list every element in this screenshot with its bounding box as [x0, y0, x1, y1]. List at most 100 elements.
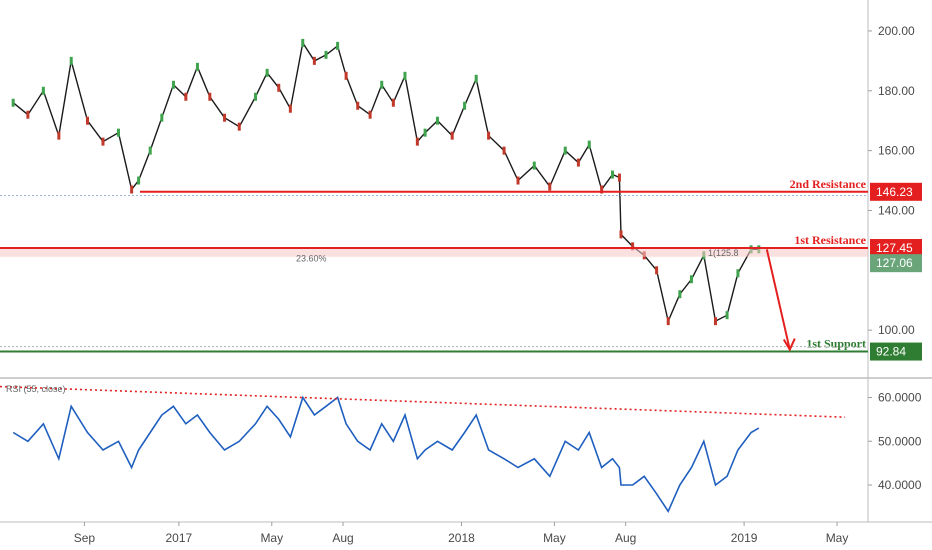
price-candle: [423, 128, 427, 137]
price-candle: [617, 173, 621, 182]
price-candle: [336, 41, 340, 50]
price-series: [11, 38, 761, 326]
rsi-tick-label: 50.0000: [878, 434, 922, 448]
price-candle: [265, 68, 269, 77]
price-candle: [324, 50, 328, 59]
price-candle: [137, 176, 141, 185]
price-candle: [237, 122, 241, 131]
price-candle: [450, 131, 454, 140]
price-candle: [254, 92, 258, 101]
x-tick-label: Aug: [615, 531, 636, 545]
price-candle: [26, 110, 30, 119]
rsi-trendline: [0, 385, 846, 418]
axes-layer: 200.00 180.00 160.00 140.00 100.00 60.0000 50.…: [74, 24, 922, 545]
x-tick-label: May: [826, 531, 849, 545]
level-badge-text: 92.84: [876, 345, 906, 359]
price-candle: [666, 317, 670, 326]
price-candle: [69, 56, 73, 65]
price-candle: [655, 266, 659, 275]
price-candle: [368, 110, 372, 119]
x-tick-label: 2017: [166, 531, 193, 545]
price-candle: [160, 113, 164, 122]
price-candle: [312, 56, 316, 65]
price-candle: [148, 146, 152, 155]
price-candle: [435, 116, 439, 125]
rsi-layer: RSI (55, close): [0, 384, 846, 513]
price-candle: [277, 83, 281, 92]
price-candle: [548, 182, 552, 191]
current-price-text: 127.06: [876, 256, 913, 270]
price-candle: [171, 80, 175, 89]
price-candle: [563, 146, 567, 155]
x-tick-label: May: [543, 531, 566, 545]
x-tick-label: 2018: [448, 531, 475, 545]
level-badge: [870, 342, 922, 361]
level-badge: [870, 238, 922, 257]
price-tick-label: 180.00: [878, 84, 915, 98]
x-tick-label: 2019: [731, 531, 758, 545]
levels-layer: 2nd Resistance 146.23 1st Resistance 127.45…: [0, 177, 922, 361]
price-candle: [619, 230, 623, 239]
price-candle: [380, 80, 384, 89]
level-badge: [870, 182, 922, 201]
price-candle: [502, 146, 506, 155]
price-candle: [600, 185, 604, 194]
price-candle: [101, 137, 105, 146]
x-tick-label: Aug: [332, 531, 353, 545]
fib-level-label: 23.60%: [296, 254, 327, 264]
price-candle: [487, 131, 491, 140]
rsi-tick-label: 40.0000: [878, 478, 922, 492]
price-candle: [415, 137, 419, 146]
level-label: 1st Resistance: [794, 233, 866, 247]
price-candle: [130, 185, 134, 194]
price-candle: [195, 62, 199, 71]
price-candle: [356, 101, 360, 110]
price-candle: [184, 92, 188, 101]
grid-layer: [0, 0, 932, 523]
price-candle: [391, 98, 395, 107]
projection-layer: [765, 249, 796, 352]
price-candle: [587, 140, 591, 149]
price-candle: [11, 98, 15, 107]
price-candle: [610, 170, 614, 179]
price-candle: [301, 38, 305, 47]
price-tick-label: 160.00: [878, 144, 915, 158]
price-candle: [85, 116, 89, 125]
price-candle: [41, 86, 45, 95]
level-label: 2nd Resistance: [790, 177, 867, 191]
price-candle: [736, 269, 740, 278]
price-candle: [532, 161, 536, 170]
projection-arrow-line: [765, 249, 791, 350]
rsi-tick-label: 60.0000: [878, 391, 922, 405]
price-candle: [208, 92, 212, 101]
price-line: [12, 41, 759, 324]
price-candle: [631, 242, 635, 251]
price-candle: [463, 101, 467, 110]
price-candle: [725, 311, 729, 320]
price-candle: [403, 71, 407, 80]
x-tick-label: Sep: [74, 531, 96, 545]
x-tick-label: May: [260, 531, 283, 545]
price-tick-label: 100.00: [878, 323, 915, 337]
price-tick-label: 200.00: [878, 24, 915, 38]
price-candle: [57, 131, 61, 140]
price-candle: [474, 74, 478, 83]
price-candle: [576, 158, 580, 167]
price-candle: [288, 104, 292, 113]
rsi-line: [12, 395, 760, 513]
price-candle: [516, 176, 520, 185]
price-candle: [713, 317, 717, 326]
current-price-badge: [870, 254, 922, 273]
price-candle: [223, 113, 227, 122]
fib-inline-label: 1(125.8: [708, 248, 739, 258]
rsi-label: RSI (55, close): [6, 384, 66, 394]
resistance-zone: [0, 247, 868, 257]
price-candle: [678, 290, 682, 299]
level-badge-text: 127.45: [876, 241, 913, 255]
level-badge-text: 146.23: [876, 185, 913, 199]
price-candle: [344, 71, 348, 80]
level-label: 1st Support: [806, 337, 866, 351]
price-candle: [116, 128, 120, 137]
